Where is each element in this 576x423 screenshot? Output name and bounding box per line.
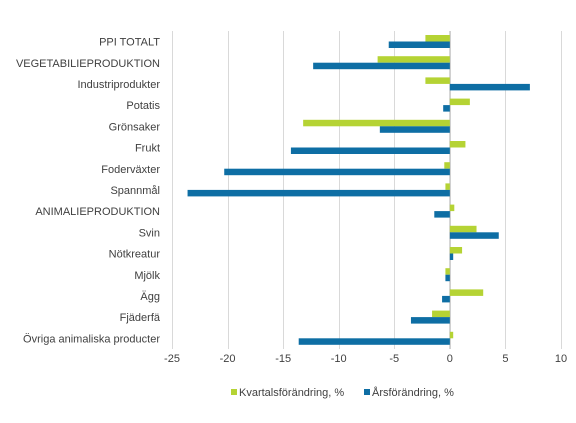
category-label: VEGETABILIEPRODUKTION	[16, 58, 160, 70]
bar	[449, 83, 530, 91]
bar	[443, 105, 450, 112]
bar	[449, 98, 470, 106]
x-tick-label: -10	[331, 353, 347, 365]
bar	[449, 225, 477, 233]
bar	[290, 147, 450, 154]
bar	[425, 77, 450, 84]
bar	[425, 35, 450, 42]
category-label: Svin	[139, 227, 160, 239]
category-label: Fjäderfä	[120, 312, 161, 324]
bar	[298, 338, 450, 345]
bar	[388, 41, 450, 48]
category-label: Nötkreatur	[109, 249, 161, 261]
bar	[449, 204, 455, 212]
category-label: Potatis	[126, 100, 160, 112]
category-label: Spannmål	[110, 185, 160, 197]
bar	[224, 168, 450, 176]
bar	[410, 317, 450, 324]
bar	[445, 183, 450, 190]
bar	[434, 211, 450, 218]
bar	[303, 119, 450, 127]
legend-swatch	[364, 389, 370, 395]
legend-label: Årsförändring, %	[372, 386, 454, 399]
x-tick-label: -5	[389, 353, 399, 365]
bar	[444, 162, 450, 169]
bar	[449, 289, 484, 296]
bar	[313, 62, 450, 70]
category-label: Mjölk	[134, 270, 160, 282]
bar	[445, 274, 450, 282]
bar	[445, 268, 450, 275]
category-labels: PPI TOTALT VEGETABILIEPRODUKTION Industrip…	[16, 37, 161, 346]
bar	[432, 310, 450, 318]
category-label: Industriprodukter	[77, 79, 160, 91]
x-tick-label: -15	[275, 353, 291, 365]
category-label: Grönsaker	[109, 121, 161, 133]
bar	[449, 141, 466, 148]
legend: Kvartalsförändring, % Årsförändring, %	[231, 386, 454, 399]
category-label: Foderväxter	[101, 164, 160, 176]
category-label: ANIMALIEPRODUKTION	[35, 206, 160, 218]
bar	[377, 56, 450, 63]
bar	[449, 253, 454, 260]
x-tick-label: -25	[164, 353, 180, 365]
x-tick-label: -20	[220, 353, 236, 365]
bars	[187, 35, 530, 345]
x-axis-ticks: -25 -20 -15 -10 -5 0 5 10	[164, 353, 567, 365]
x-tick-label: 0	[447, 353, 453, 365]
legend-swatch	[231, 389, 237, 395]
legend-label: Kvartalsförändring, %	[239, 387, 344, 399]
bar	[187, 189, 450, 197]
x-tick-label: 5	[502, 353, 508, 365]
category-label: Frukt	[135, 143, 160, 155]
bar	[449, 232, 499, 239]
x-tick-label: 10	[555, 353, 567, 365]
category-label: Ägg	[140, 291, 160, 303]
bar	[379, 126, 450, 133]
category-label: PPI TOTALT	[99, 37, 160, 49]
bar	[449, 247, 463, 254]
category-label: Övriga animaliska producter	[23, 333, 160, 345]
bar	[449, 331, 454, 339]
bar	[442, 295, 450, 303]
